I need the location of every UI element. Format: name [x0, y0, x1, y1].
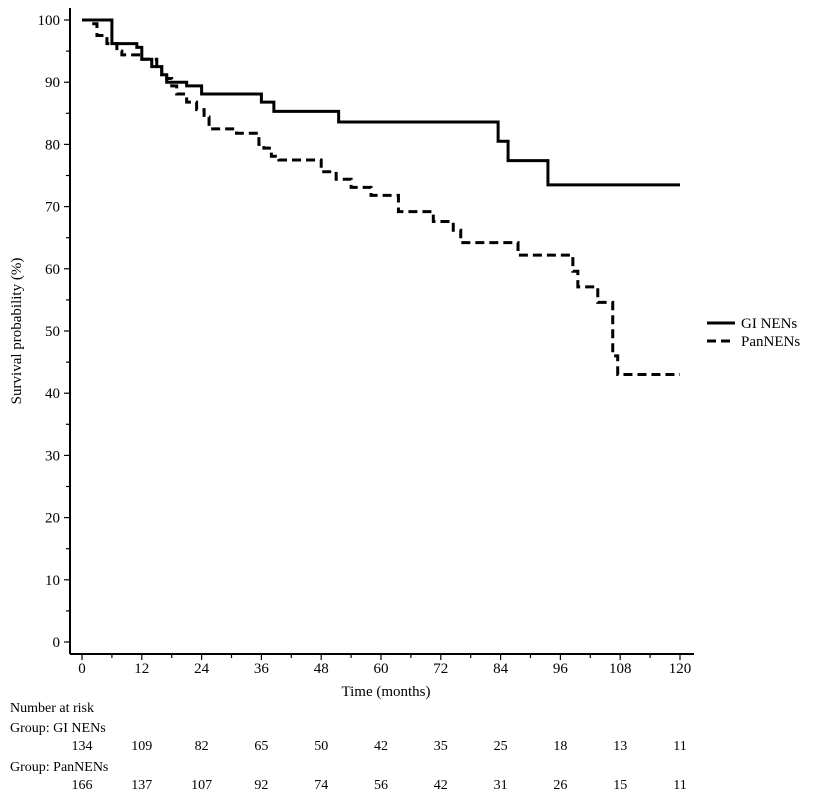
x-tick-label: 108 — [609, 661, 632, 677]
y-axis-label: Survival probability (%) — [9, 258, 25, 405]
y-tick-label: 50 — [45, 324, 60, 340]
x-tick-label: 72 — [433, 661, 448, 677]
x-tick-label: 96 — [553, 661, 569, 677]
y-tick-label: 60 — [45, 262, 60, 278]
legend: GI NENs PanNENs — [707, 316, 800, 350]
x-tick-label: 12 — [134, 661, 149, 677]
y-tick-label: 90 — [45, 75, 60, 91]
legend-label-pannens: PanNENs — [741, 334, 800, 350]
x-tick-label: 60 — [374, 661, 389, 677]
series-line-gi-nens — [82, 18, 680, 187]
x-axis: 0 12 24 36 48 60 72 84 96 108 120 — [70, 653, 694, 677]
x-tick-label: 36 — [254, 661, 270, 677]
x-tick-label: 48 — [314, 661, 329, 677]
series-layer — [82, 18, 680, 377]
x-axis-label: Time (months) — [341, 684, 430, 700]
y-tick-label: 40 — [45, 386, 60, 402]
y-tick-label: 70 — [45, 200, 60, 216]
x-tick-label: 0 — [78, 661, 86, 677]
y-tick-label: 0 — [53, 635, 61, 651]
x-tick-label: 120 — [669, 661, 692, 677]
x-tick-label: 84 — [493, 661, 509, 677]
y-tick-label: 20 — [45, 511, 60, 527]
y-tick-label: 10 — [45, 573, 60, 589]
y-tick-label: 100 — [38, 13, 61, 29]
x-tick-label: 24 — [194, 661, 210, 677]
y-tick-label: 80 — [45, 137, 60, 153]
y-tick-label: 30 — [45, 448, 60, 464]
y-axis: 0 10 20 30 40 50 60 70 80 90 100 — [38, 8, 71, 654]
series-line-pannens — [82, 18, 680, 377]
legend-label-gi-nens: GI NENs — [741, 316, 797, 332]
